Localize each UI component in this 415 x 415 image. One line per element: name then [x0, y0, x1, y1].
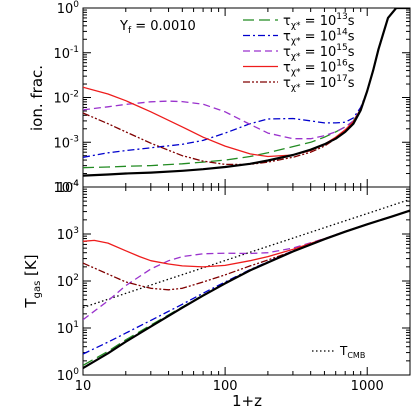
yf-annotation-sub: f	[128, 26, 132, 36]
top-panel-series	[83, 8, 410, 177]
bottom-panel-series	[83, 198, 410, 370]
legend-label: τχ* = 1016s	[283, 59, 355, 78]
y-tick-label: 10-2	[53, 90, 79, 107]
series-line-6	[83, 209, 410, 370]
legend-label: τχ* = 1014s	[283, 28, 355, 47]
y-tick-label: 100	[57, 0, 80, 17]
y-tick-label: 10-4	[53, 179, 79, 196]
y-tick-label: 103	[57, 226, 79, 243]
bottom-y-axis-label-base: T	[22, 298, 40, 309]
series-line-0	[83, 8, 410, 169]
series-line-4	[83, 209, 410, 268]
series-line-1	[83, 209, 410, 366]
top-y-axis-label: ion. frac.	[28, 65, 46, 131]
x-tick-label: 1000	[351, 379, 384, 394]
yf-annotation-base: Y	[119, 19, 128, 34]
bottom-y-axis-label-sub: gas	[32, 281, 43, 299]
x-axis-label: 1+z	[232, 392, 262, 410]
legend-label: TCMB	[339, 344, 365, 360]
y-tick-label: 100	[57, 367, 80, 384]
bottom-legend: TCMB	[312, 344, 365, 360]
yf-annotation: Yf = 0.0010	[119, 19, 196, 36]
series-line-3	[83, 209, 410, 321]
y-tick-label: 104	[57, 179, 80, 196]
bottom-y-axis-label: Tgas [K]	[22, 254, 43, 308]
y-tick-label: 10-1	[53, 45, 79, 62]
series-line-5	[83, 209, 410, 291]
axis-ticks	[82, 7, 411, 376]
series-line-5	[83, 8, 410, 177]
x-tick-labels: 10 100 1000	[75, 379, 384, 394]
y-tick-label: 102	[57, 273, 79, 290]
series-line-2	[83, 209, 410, 355]
x-tick-label: 100	[213, 379, 238, 394]
y-tick-label: 10-3	[53, 134, 79, 151]
legend-label: τχ* = 1017s	[283, 74, 355, 93]
legend-label: τχ* = 1015s	[283, 43, 355, 62]
series-line-0	[83, 198, 410, 309]
legend-label: τχ* = 1013s	[283, 12, 355, 31]
x-tick-label: 10	[75, 379, 92, 394]
bottom-y-axis-label-rest: [K]	[22, 254, 40, 280]
y-tick-label: 101	[57, 320, 79, 337]
yf-annotation-text: = 0.0010	[131, 19, 196, 34]
